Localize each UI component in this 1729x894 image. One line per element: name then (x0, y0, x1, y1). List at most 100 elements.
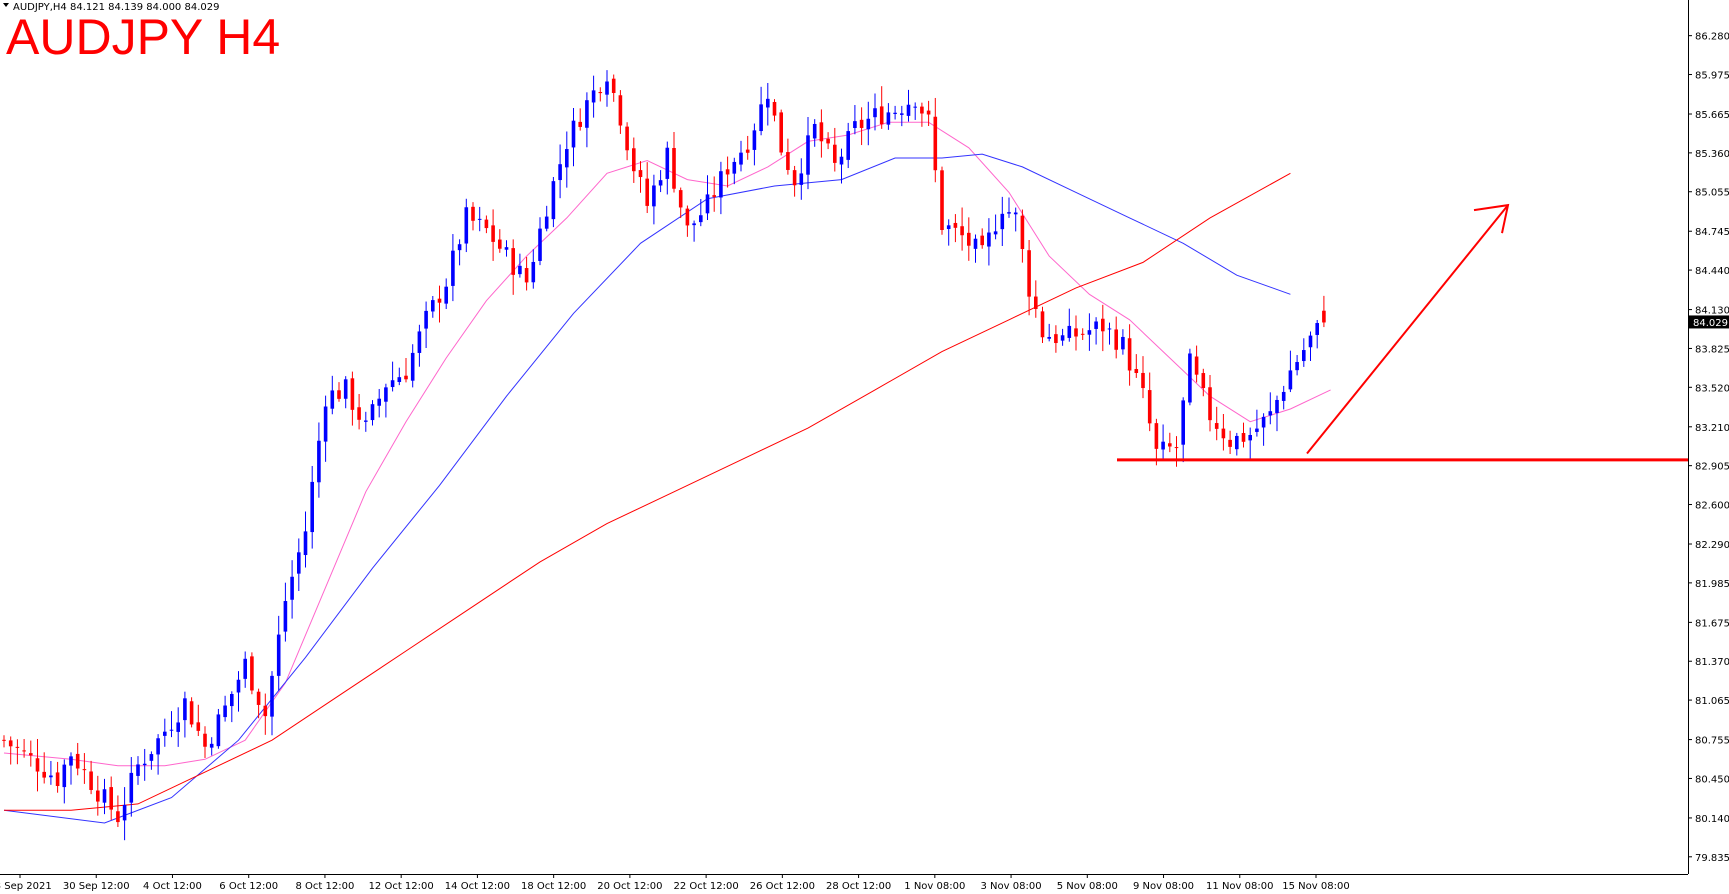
candle-body (1275, 399, 1279, 413)
candle-body (136, 764, 140, 776)
candle-body (759, 104, 763, 132)
candle-body (223, 705, 227, 718)
candle-body (665, 147, 670, 179)
candle-body (699, 215, 703, 223)
candle-body (149, 754, 154, 761)
candle-body (390, 380, 395, 388)
candle-body (558, 164, 562, 181)
candle-body (75, 753, 80, 769)
candle-body (1134, 368, 1139, 373)
time-tick-label: 3 Nov 08:00 (981, 881, 1042, 892)
price-tick-label: 80.450 (1695, 774, 1729, 785)
candle-body (611, 78, 616, 93)
candle-body (129, 772, 134, 803)
candle-body (518, 265, 522, 275)
bullish-arrow-shaft[interactable] (1306, 204, 1509, 455)
candle-body (638, 170, 643, 178)
chart-header: AUDJPY,H4 84.121 84.139 84.000 84.029 AU… (3, 2, 280, 65)
candle-body (42, 771, 46, 778)
candle-body (806, 135, 810, 175)
candle-body (799, 173, 804, 185)
candle-body (337, 390, 341, 399)
candle-body (538, 228, 542, 261)
candle-body (343, 379, 348, 399)
candle-body (270, 675, 274, 717)
candle-body (216, 714, 221, 747)
candle-body (906, 104, 911, 116)
plot-area[interactable] (0, 0, 1688, 874)
candle-body (578, 121, 582, 127)
candle-body (1288, 370, 1293, 390)
candle-body (672, 148, 676, 189)
candle-body (819, 122, 824, 142)
candle-body (745, 149, 750, 153)
price-tick-label: 81.985 (1695, 579, 1729, 590)
candle-body (250, 656, 254, 691)
candle-body (511, 248, 515, 275)
candle-body (410, 352, 415, 381)
candle-body (732, 161, 737, 174)
candle-body (1047, 336, 1051, 339)
candle-body (451, 250, 455, 286)
current-price-label: 84.029 (1693, 318, 1728, 329)
candle-body (920, 106, 924, 114)
chart-title: AUDJPY H4 (6, 9, 280, 65)
candle-body (196, 722, 201, 731)
time-tick-label: 28 Sep 2021 (0, 881, 52, 892)
candle-body (236, 679, 241, 693)
candle-body (1054, 334, 1058, 344)
candle-body (1060, 335, 1065, 341)
candle-body (357, 407, 361, 420)
time-tick-label: 22 Oct 12:00 (674, 881, 739, 892)
candle-body (839, 156, 844, 165)
candle-body (384, 387, 388, 402)
price-axis[interactable]: 86.280 85.975 85.665 85.360 85.055 84.745 84.4… (1688, 0, 1729, 874)
annotations (1117, 203, 1688, 462)
candle-body (926, 110, 931, 115)
candle-body (933, 116, 938, 171)
candle-body (544, 216, 549, 229)
candle-body (8, 740, 13, 747)
candle-body (618, 95, 623, 126)
time-tick-label: 18 Oct 12:00 (521, 881, 586, 892)
candle-body (1147, 390, 1152, 424)
current-price-tag: 84.029 (1689, 315, 1729, 329)
candle-body (853, 121, 857, 129)
candle-body (310, 481, 314, 533)
candle-body (116, 811, 120, 823)
time-tick-label: 28 Oct 12:00 (826, 881, 891, 892)
candle-body (263, 705, 268, 717)
time-tick-label: 9 Nov 08:00 (1133, 881, 1194, 892)
candle-body (551, 181, 556, 220)
price-tick-label: 79.835 (1695, 853, 1729, 864)
candle-body (477, 218, 482, 220)
price-tick-label: 82.600 (1695, 501, 1729, 512)
candle-body (605, 81, 609, 95)
candle-body (678, 190, 683, 208)
time-tick-label: 14 Oct 12:00 (445, 881, 510, 892)
candle-body (1087, 330, 1092, 335)
candle-body (1248, 435, 1252, 441)
time-tick-label: 15 Nov 08:00 (1282, 881, 1349, 892)
candle-body (189, 701, 194, 725)
candle-body (1067, 325, 1072, 338)
time-tick-label: 6 Oct 12:00 (219, 881, 278, 892)
time-axis[interactable]: 28 Sep 2021 30 Sep 12:00 4 Oct 12:00 6 Oct … (0, 874, 1688, 892)
candle-body (1208, 387, 1212, 421)
moving-average-fast-line (3, 121, 1331, 767)
candle-body (330, 390, 335, 409)
candle-body (953, 222, 958, 228)
candle-body (471, 206, 475, 221)
price-tick-label: 81.065 (1695, 696, 1729, 707)
candle-body (256, 691, 261, 705)
candle-body (484, 219, 489, 229)
dropdown-triangle-icon[interactable] (3, 3, 9, 7)
candle-body (859, 119, 864, 128)
time-tick-label: 30 Sep 12:00 (63, 881, 130, 892)
candle-body (1295, 362, 1299, 371)
candle-body (1121, 336, 1125, 350)
candle-body (444, 286, 448, 304)
candle-body (645, 178, 649, 206)
price-tick-label: 83.520 (1695, 383, 1729, 394)
